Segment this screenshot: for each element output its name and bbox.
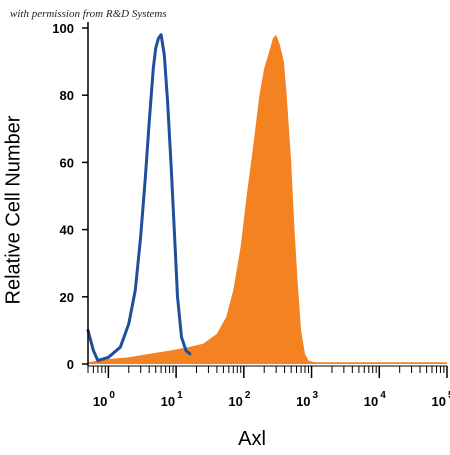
x-tick-label: 10 0 <box>93 390 115 409</box>
x-tick-label-exponent: 5 <box>448 390 450 401</box>
y-tick-label: 100 <box>52 21 74 36</box>
x-axis-label: Axl <box>238 428 266 450</box>
x-tick-label-base: 10 <box>432 394 446 409</box>
x-tick-label-exponent: 3 <box>313 390 319 401</box>
x-tick-label-base: 10 <box>161 394 175 409</box>
x-tick-label-exponent: 2 <box>245 390 251 401</box>
x-tick-label: 10 4 <box>364 390 386 409</box>
x-tick-label-base: 10 <box>364 394 378 409</box>
series-filled-histogram <box>88 34 447 364</box>
x-ticks: 100101102103104105 <box>87 366 450 409</box>
x-tick-label-base: 10 <box>228 394 242 409</box>
x-tick-label: 10 1 <box>161 390 183 409</box>
y-axis-label: Relative Cell Number <box>2 115 25 305</box>
x-tick-label: 10 2 <box>228 390 250 409</box>
x-tick-label-exponent: 0 <box>109 390 115 401</box>
x-tick-label: 10 3 <box>296 390 318 409</box>
y-tick-label: 0 <box>67 357 74 372</box>
axes-layer <box>87 22 447 367</box>
y-tick-label: 20 <box>60 290 74 305</box>
x-tick-label-base: 10 <box>296 394 310 409</box>
y-tick-label: 40 <box>60 223 74 238</box>
y-tick-label: 60 <box>60 155 74 170</box>
x-tick-label-exponent: 1 <box>177 390 183 401</box>
y-ticks: 0 20 40 60 80 100 <box>52 21 88 372</box>
x-tick-label-base: 10 <box>93 394 107 409</box>
series-outline-histogram <box>86 33 192 363</box>
y-tick-label: 80 <box>60 88 74 103</box>
x-tick-label: 105 <box>432 390 450 409</box>
series-layer <box>86 33 447 364</box>
x-tick-label-exponent: 4 <box>380 390 386 401</box>
watermark-text: with permission from R&D Systems <box>10 8 167 20</box>
